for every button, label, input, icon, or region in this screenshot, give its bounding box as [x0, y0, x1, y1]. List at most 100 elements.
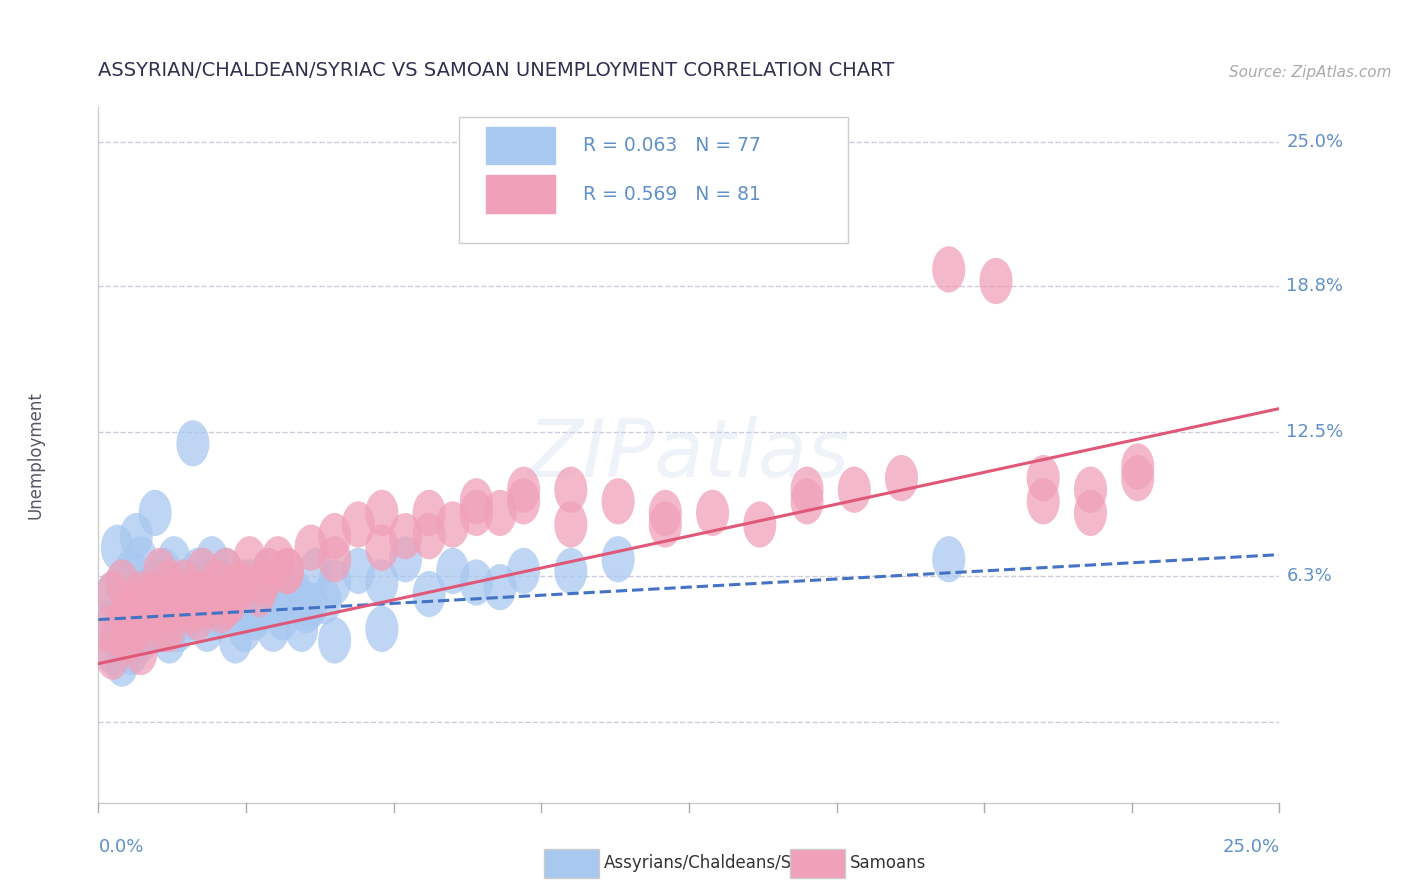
Ellipse shape — [124, 571, 157, 617]
Ellipse shape — [120, 606, 153, 652]
Ellipse shape — [115, 548, 148, 594]
Text: 12.5%: 12.5% — [1286, 423, 1344, 441]
Ellipse shape — [139, 559, 172, 606]
Text: R = 0.063   N = 77: R = 0.063 N = 77 — [582, 136, 761, 155]
Ellipse shape — [932, 246, 966, 293]
Text: 25.0%: 25.0% — [1222, 838, 1279, 856]
Ellipse shape — [124, 617, 157, 664]
Ellipse shape — [271, 548, 304, 594]
Ellipse shape — [932, 536, 966, 582]
Ellipse shape — [271, 559, 304, 606]
Ellipse shape — [181, 582, 214, 629]
Ellipse shape — [176, 587, 209, 633]
Ellipse shape — [744, 501, 776, 548]
Ellipse shape — [412, 571, 446, 617]
Ellipse shape — [224, 571, 257, 617]
Ellipse shape — [186, 582, 219, 629]
Ellipse shape — [309, 578, 342, 624]
Ellipse shape — [1074, 490, 1107, 536]
Ellipse shape — [224, 559, 257, 606]
Ellipse shape — [200, 559, 233, 606]
Ellipse shape — [96, 629, 129, 675]
Ellipse shape — [120, 513, 153, 559]
Ellipse shape — [143, 594, 176, 640]
Ellipse shape — [134, 571, 167, 617]
Ellipse shape — [318, 559, 352, 606]
Ellipse shape — [838, 467, 870, 513]
Ellipse shape — [200, 594, 233, 640]
Ellipse shape — [167, 587, 200, 633]
Ellipse shape — [436, 501, 470, 548]
Ellipse shape — [148, 606, 181, 652]
Ellipse shape — [554, 467, 588, 513]
Ellipse shape — [176, 420, 209, 467]
Ellipse shape — [696, 490, 730, 536]
Ellipse shape — [602, 536, 634, 582]
Ellipse shape — [129, 582, 162, 629]
Ellipse shape — [554, 548, 588, 594]
Ellipse shape — [186, 548, 219, 594]
Ellipse shape — [209, 548, 242, 594]
Ellipse shape — [139, 594, 172, 640]
Ellipse shape — [285, 606, 318, 652]
Ellipse shape — [167, 559, 200, 606]
Ellipse shape — [191, 571, 224, 617]
Ellipse shape — [318, 513, 352, 559]
Ellipse shape — [129, 594, 162, 640]
Ellipse shape — [436, 548, 470, 594]
Ellipse shape — [105, 640, 139, 687]
Ellipse shape — [262, 578, 294, 624]
Ellipse shape — [205, 559, 238, 606]
Ellipse shape — [389, 536, 422, 582]
Ellipse shape — [101, 524, 134, 571]
Ellipse shape — [96, 571, 129, 617]
Ellipse shape — [318, 617, 352, 664]
Ellipse shape — [460, 559, 494, 606]
Text: Assyrians/Chaldeans/Syriacs: Assyrians/Chaldeans/Syriacs — [603, 855, 841, 872]
Ellipse shape — [134, 606, 167, 652]
Ellipse shape — [257, 606, 290, 652]
Ellipse shape — [602, 478, 634, 524]
Ellipse shape — [157, 587, 191, 633]
Text: 6.3%: 6.3% — [1286, 566, 1333, 584]
Ellipse shape — [115, 629, 148, 675]
Ellipse shape — [172, 559, 205, 606]
Ellipse shape — [209, 548, 242, 594]
Ellipse shape — [318, 536, 352, 582]
Text: ASSYRIAN/CHALDEAN/SYRIAC VS SAMOAN UNEMPLOYMENT CORRELATION CHART: ASSYRIAN/CHALDEAN/SYRIAC VS SAMOAN UNEMP… — [98, 62, 894, 80]
Ellipse shape — [266, 594, 299, 640]
Ellipse shape — [214, 578, 247, 624]
Text: 25.0%: 25.0% — [1286, 133, 1344, 151]
Ellipse shape — [290, 587, 323, 633]
Ellipse shape — [252, 548, 285, 594]
Ellipse shape — [342, 548, 375, 594]
Ellipse shape — [233, 536, 266, 582]
Ellipse shape — [96, 633, 129, 680]
Ellipse shape — [167, 582, 200, 629]
Ellipse shape — [110, 587, 143, 633]
Ellipse shape — [195, 536, 228, 582]
Ellipse shape — [389, 513, 422, 559]
Ellipse shape — [247, 582, 280, 629]
Ellipse shape — [366, 559, 398, 606]
Ellipse shape — [101, 610, 134, 657]
Ellipse shape — [554, 501, 588, 548]
Text: ZIPatlas: ZIPatlas — [527, 416, 851, 494]
FancyBboxPatch shape — [458, 118, 848, 243]
Ellipse shape — [790, 467, 824, 513]
Ellipse shape — [153, 582, 186, 629]
Ellipse shape — [162, 571, 195, 617]
Ellipse shape — [276, 571, 309, 617]
Ellipse shape — [139, 490, 172, 536]
Text: Source: ZipAtlas.com: Source: ZipAtlas.com — [1229, 65, 1392, 80]
Ellipse shape — [162, 606, 195, 652]
Ellipse shape — [96, 571, 129, 617]
Ellipse shape — [143, 548, 176, 594]
Ellipse shape — [91, 606, 124, 652]
Ellipse shape — [271, 548, 304, 594]
Text: Unemployment: Unemployment — [27, 391, 44, 519]
Ellipse shape — [181, 594, 214, 640]
Text: 0.0%: 0.0% — [98, 838, 143, 856]
Ellipse shape — [460, 478, 494, 524]
Ellipse shape — [195, 571, 228, 617]
